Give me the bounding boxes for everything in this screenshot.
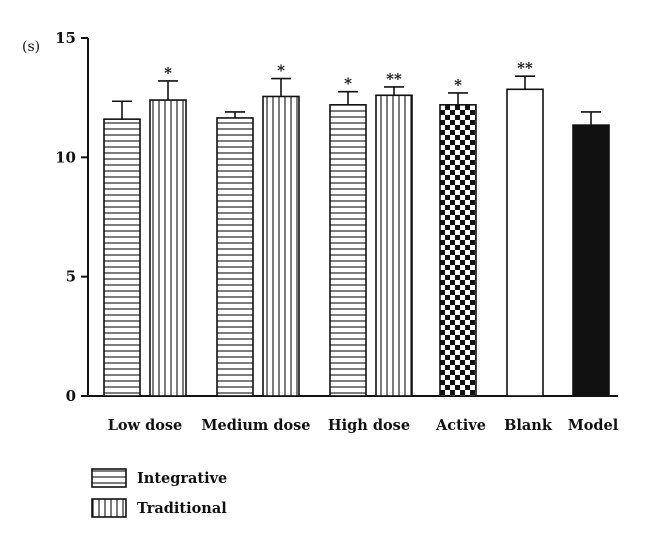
bar-low-dose-integrative <box>103 118 141 397</box>
significance-label-medium-dose-traditional: * <box>277 62 285 80</box>
legend-swatch-integrative <box>91 468 127 488</box>
x-tick-label: Low dose <box>108 417 183 434</box>
significance-label-high-dose-integrative: * <box>344 75 352 93</box>
x-tick-label: High dose <box>328 417 410 434</box>
significance-label-blank-bar: ** <box>517 59 533 77</box>
legend-swatch-traditional <box>91 498 127 518</box>
significance-label-high-dose-traditional: ** <box>386 70 402 88</box>
legend-label-integrative: Integrative <box>137 470 227 487</box>
bar-high-dose-integrative <box>329 104 367 397</box>
bar-model-bar <box>572 124 610 397</box>
legend-label-traditional: Traditional <box>137 500 227 517</box>
bar-active-bar <box>439 104 477 397</box>
bar-medium-dose-traditional <box>262 95 300 397</box>
bar-low-dose-traditional <box>149 99 187 397</box>
y-tick-label: 10 <box>55 148 76 166</box>
bar-medium-dose-integrative <box>216 117 254 397</box>
y-tick-label: 15 <box>55 29 76 47</box>
x-tick-label: Medium dose <box>201 417 310 434</box>
significance-label-active-bar: * <box>454 76 462 94</box>
y-tick-label: 5 <box>66 268 76 286</box>
bar-high-dose-traditional <box>375 94 413 397</box>
x-tick-label: Model <box>568 417 619 434</box>
y-axis-unit: (s) <box>22 39 40 55</box>
significance-label-low-dose-traditional: * <box>164 64 172 82</box>
bar-blank-bar <box>506 88 544 397</box>
x-tick-label: Blank <box>504 417 553 434</box>
x-tick-label: Active <box>435 417 486 434</box>
y-tick-label: 0 <box>66 387 76 405</box>
